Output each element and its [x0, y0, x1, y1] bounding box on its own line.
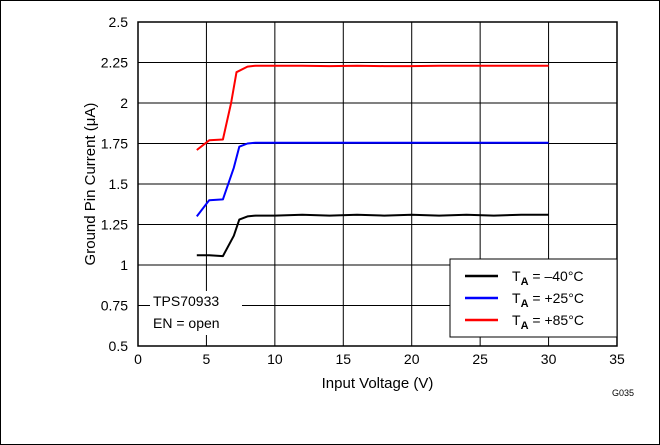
- y-tick-label: 0.5: [109, 338, 129, 354]
- x-tick-labels: 0 5 10 15 20 25 30 35: [134, 351, 625, 367]
- x-tick-label: 5: [203, 351, 211, 367]
- annotation-background: [150, 291, 242, 335]
- x-axis-label: Input Voltage (V): [322, 375, 434, 392]
- legend: TA = –40°CTA = +25°CTA = +85°C: [449, 258, 618, 338]
- legend-label-rest: = +25°C: [529, 290, 584, 306]
- y-axis-label: Ground Pin Current (μA): [82, 103, 99, 266]
- series-line-3: [196, 64, 549, 151]
- plot-area-border: [137, 21, 618, 347]
- annotation-box: TPS70933 EN = open: [150, 291, 242, 335]
- legend-label-rest: = –40°C: [529, 268, 584, 284]
- x-tick-label: 15: [335, 351, 351, 367]
- series-lines: [196, 64, 549, 258]
- y-tick-label: 0.75: [101, 298, 128, 314]
- grid-lines: [138, 22, 617, 346]
- x-tick-label: 20: [404, 351, 420, 367]
- legend-label-rest: = +85°C: [529, 312, 584, 328]
- annotation-device: TPS70933: [153, 293, 219, 309]
- annotation-condition: EN = open: [153, 315, 220, 331]
- legend-label-t: T: [512, 268, 521, 284]
- y-tick-label: 1.75: [101, 136, 128, 152]
- legend-label-2: TA = +25°C: [512, 290, 584, 310]
- y-tick-label: 2: [120, 95, 128, 111]
- legend-label-subscript: A: [521, 298, 529, 310]
- series-line-1: [196, 213, 549, 258]
- y-tick-label: 2.25: [101, 55, 128, 71]
- legend-box: [449, 258, 618, 338]
- x-tick-label: 10: [267, 351, 283, 367]
- legend-label-subscript: A: [521, 276, 529, 288]
- y-tick-labels: 0.5 0.75 1 1.25 1.5 1.75 2 2.25 2.5: [101, 14, 128, 354]
- y-tick-label: 1.5: [109, 176, 129, 192]
- series-line-2: [196, 141, 549, 218]
- legend-label-subscript: A: [521, 320, 529, 332]
- y-tick-label: 1: [120, 257, 128, 273]
- legend-label-t: T: [512, 312, 521, 328]
- x-tick-label: 30: [541, 351, 557, 367]
- y-tick-label: 2.5: [109, 14, 129, 30]
- x-tick-label: 25: [472, 351, 488, 367]
- x-tick-label: 0: [134, 351, 142, 367]
- y-tick-label: 1.25: [101, 217, 128, 233]
- x-tick-label: 35: [609, 351, 625, 367]
- legend-label-1: TA = –40°C: [512, 268, 584, 288]
- legend-label-3: TA = +85°C: [512, 312, 584, 332]
- figure-id: G035: [612, 388, 634, 398]
- legend-label-t: T: [512, 290, 521, 306]
